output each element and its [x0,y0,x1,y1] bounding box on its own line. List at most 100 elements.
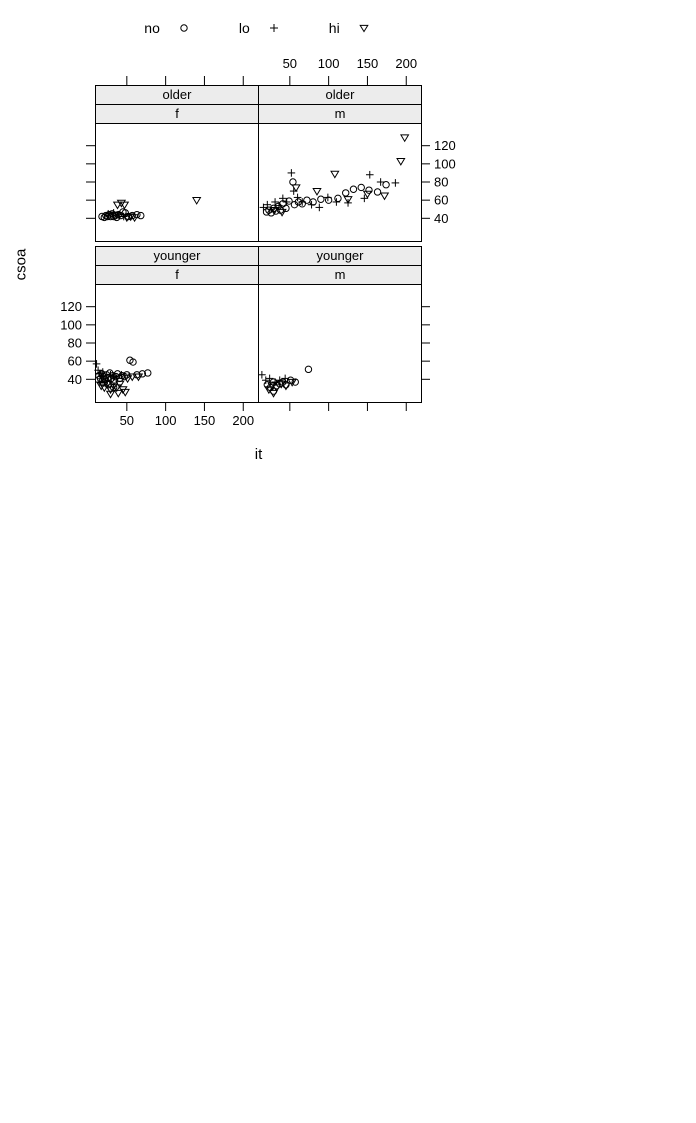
legend-item-hi: hi [329,20,373,36]
point-circle [113,370,122,378]
point-triangle-down [277,208,287,217]
point-triangle-down [112,201,123,210]
point-triangle-down [271,384,282,393]
point-triangle-down [127,373,137,382]
point-circle [144,369,152,377]
legend-item-lo: lo [239,20,283,36]
x-tick-label-top: 50 [283,56,297,71]
point-circle [137,211,145,220]
point-circle [349,185,358,193]
point-triangle-down [268,389,279,398]
point-circle [334,194,342,203]
point-triangle-down [96,382,106,391]
point-circle [109,383,118,392]
point-circle [365,186,373,194]
point-triangle-down [330,170,340,179]
point-circle [382,181,390,189]
x-tick-label-top: 100 [318,56,340,71]
point-triangle-down [116,199,127,208]
x-tick-label-bottom: 150 [194,413,216,428]
point-circle [304,365,313,374]
point-circle [342,189,350,197]
y-tick-label-left: 40 [68,372,82,387]
point-circle [109,371,117,380]
panel-points-younger-m [258,365,313,398]
point-circle [289,178,297,186]
point-triangle-down [400,134,410,143]
point-circle [282,204,290,213]
triangle-down-icon [358,24,369,33]
point-triangle-down [108,382,119,391]
point-triangle-down [287,378,297,387]
point-circle [128,211,136,220]
point-circle [373,188,382,196]
point-triangle-down [396,158,406,166]
point-triangle-down [312,187,322,196]
point-triangle-down [129,214,140,223]
point-triangle-down [109,211,120,220]
legend-item-no: no [144,20,193,36]
point-triangle-down [115,380,125,389]
y-tick-label-left: 100 [60,317,82,332]
point-triangle-down [362,190,373,199]
point-circle [317,195,325,203]
point-triangle-down [133,373,144,382]
legend: no lo hi [95,20,422,36]
point-triangle-down [102,380,113,389]
plot-canvas: 50 50 100 100 150 150 200 200 40 40 60 60 80 80 100 100… [60,56,456,428]
legend-label-no: no [144,20,160,36]
point-circle [262,208,271,216]
legend-label-hi: hi [328,20,340,36]
panel-border [95,123,259,242]
strip-age-younger-right: younger [258,246,422,266]
point-triangle-down [99,384,109,393]
point-circle [291,378,299,386]
strip-age-older-right: older [258,85,422,105]
point-triangle-down [119,201,130,210]
point-triangle-down [105,390,116,399]
point-triangle-down [122,375,133,384]
strip-sex-f-bottom: f [95,265,259,285]
circle-icon [180,24,188,32]
point-triangle-down [343,196,353,205]
y-tick-label-left: 80 [68,336,82,351]
x-axis-label: it [254,446,263,463]
y-axis-label: csoa [12,248,30,281]
x-tick-label-top: 200 [395,56,417,71]
point-triangle-down [291,184,301,193]
y-tick-label-right: 60 [434,193,448,208]
x-tick-label-bottom: 50 [120,413,134,428]
point-circle [357,183,365,192]
strip-sex-f-top: f [95,104,259,124]
point-circle [129,358,137,366]
panel-points-older-m [259,134,410,217]
y-tick-label-right: 100 [434,156,456,171]
point-triangle-down [112,384,122,393]
strip-sex-m-top: m [258,104,422,124]
panel-points-older-f [98,197,202,223]
y-tick-label-right: 120 [434,138,456,153]
point-triangle-down [379,192,390,201]
point-triangle-down [269,207,279,215]
plus-icon [269,24,278,32]
point-triangle-down [105,386,116,395]
point-triangle-down [120,388,130,397]
x-tick-label-bottom: 100 [155,413,177,428]
panel-points-younger-f [92,356,152,399]
point-triangle-down [281,382,291,391]
legend-label-lo: lo [238,20,250,36]
strip-sex-m-bottom: m [258,265,422,285]
y-tick-label-right: 80 [434,175,448,190]
point-triangle-down [113,389,123,398]
y-tick-label-right: 40 [434,211,448,226]
strip-age-older-left: older [95,85,259,105]
y-tick-label-left: 120 [60,299,82,314]
point-triangle-down [192,197,202,205]
y-tick-label-left: 60 [68,354,82,369]
strip-age-younger-left: younger [95,246,259,266]
point-triangle-down [122,214,132,223]
x-tick-label-top: 150 [357,56,379,71]
point-circle [285,197,293,205]
x-tick-label-bottom: 200 [232,413,254,428]
